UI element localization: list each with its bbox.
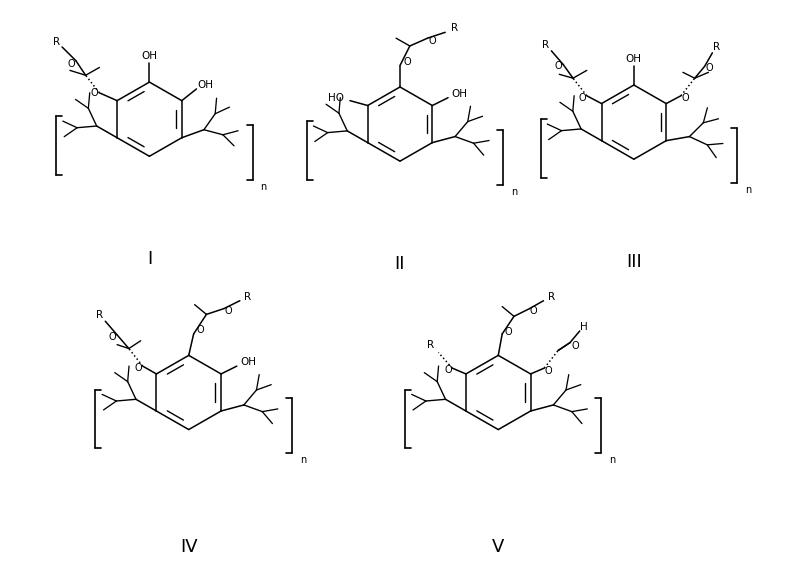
Text: II: II	[394, 255, 406, 273]
Text: I: I	[147, 250, 152, 267]
Text: R: R	[548, 292, 555, 302]
Text: O: O	[554, 61, 562, 71]
Text: R: R	[96, 310, 103, 320]
Text: R: R	[451, 23, 458, 34]
Text: n: n	[260, 182, 266, 192]
Text: OH: OH	[452, 89, 468, 99]
Text: III: III	[626, 252, 642, 271]
Text: OH: OH	[198, 80, 214, 90]
Text: O: O	[108, 332, 116, 342]
Text: O: O	[445, 365, 452, 375]
Text: HO: HO	[328, 93, 344, 102]
Text: R: R	[542, 40, 549, 50]
Text: OH: OH	[626, 54, 642, 64]
Text: R: R	[427, 340, 434, 350]
Text: O: O	[429, 36, 436, 46]
Text: R: R	[244, 292, 251, 302]
Text: n: n	[511, 186, 517, 196]
Text: n: n	[300, 455, 306, 465]
Text: R: R	[53, 37, 60, 47]
Text: O: O	[224, 306, 232, 317]
Text: IV: IV	[180, 538, 198, 556]
Text: n: n	[745, 185, 751, 195]
Text: O: O	[706, 64, 714, 74]
Text: OH: OH	[142, 51, 158, 61]
Text: O: O	[530, 306, 538, 317]
Text: O: O	[681, 93, 689, 102]
Text: OH: OH	[241, 357, 257, 367]
Text: O: O	[197, 325, 204, 335]
Text: n: n	[610, 455, 615, 465]
Text: O: O	[571, 340, 578, 351]
Text: O: O	[578, 93, 586, 102]
Text: O: O	[545, 366, 552, 376]
Text: O: O	[67, 58, 74, 68]
Text: H: H	[580, 322, 587, 332]
Text: O: O	[504, 327, 512, 337]
Text: V: V	[492, 538, 505, 556]
Text: O: O	[403, 57, 410, 67]
Text: O: O	[135, 363, 142, 373]
Text: R: R	[713, 42, 720, 52]
Text: O: O	[90, 88, 98, 98]
